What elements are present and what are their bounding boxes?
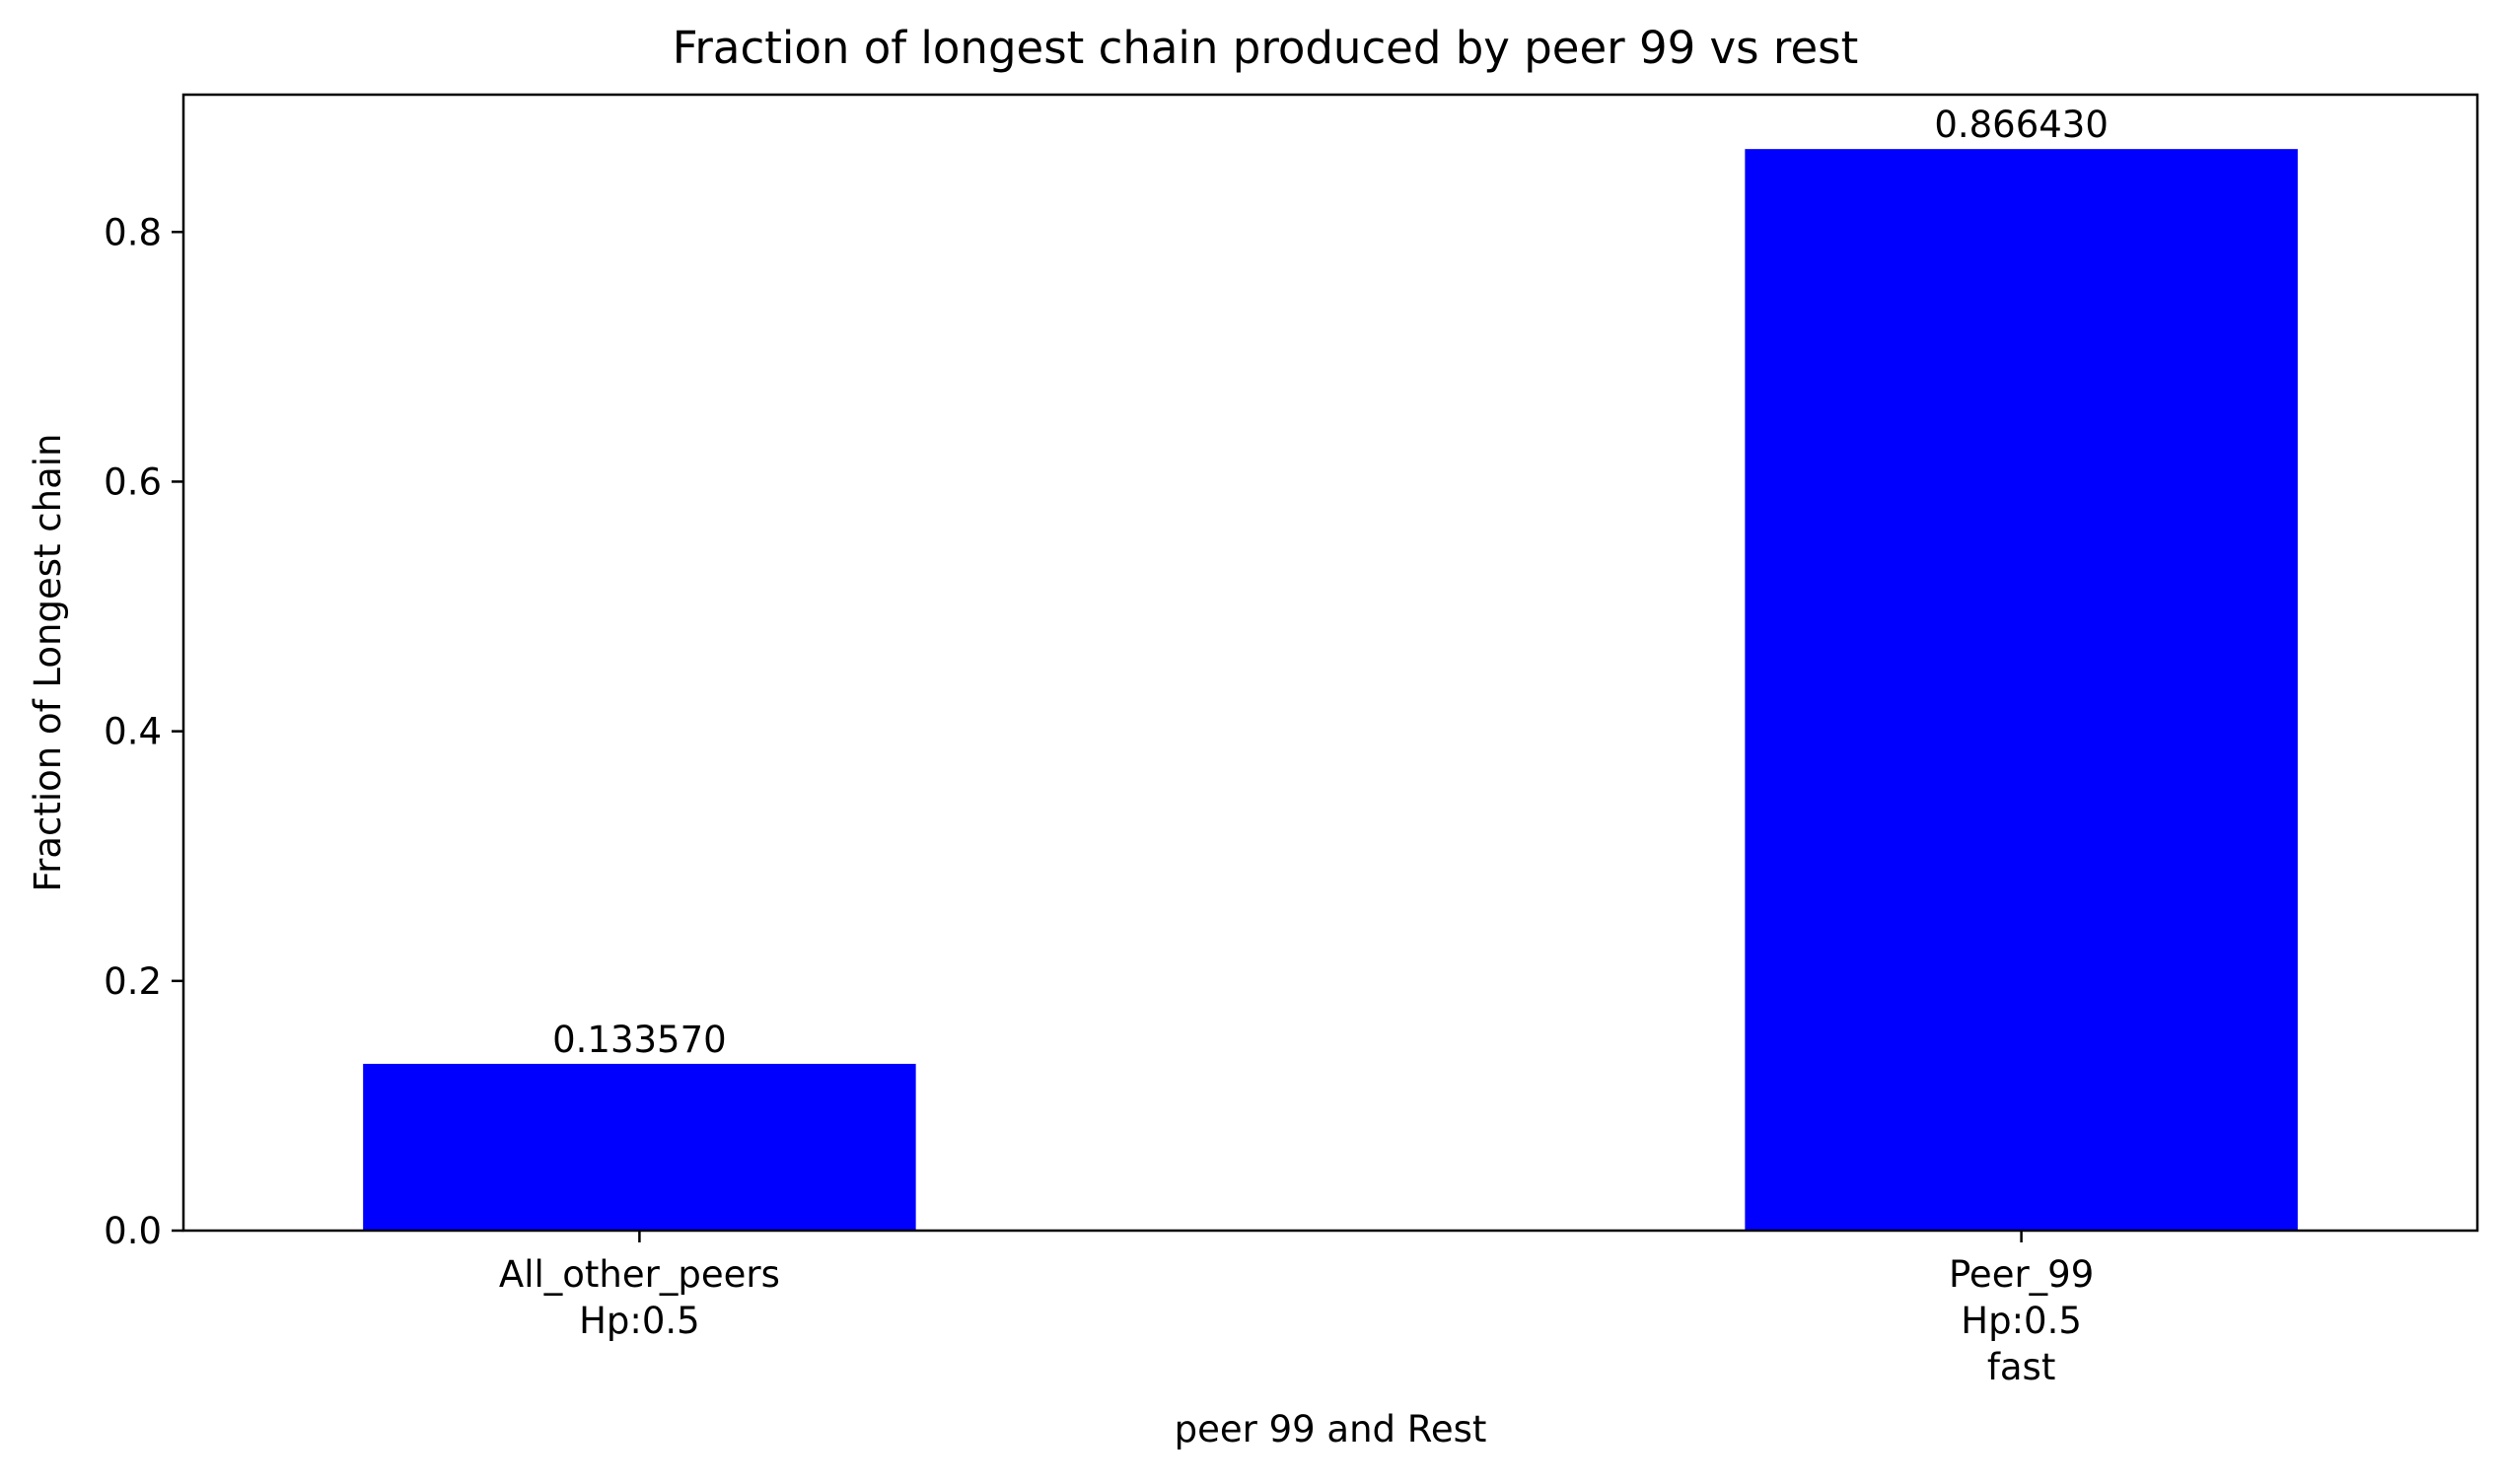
x-tick-label-line-1-2: fast bbox=[1987, 1346, 2055, 1388]
y-tick-label-0: 0.0 bbox=[104, 1210, 162, 1252]
x-tick-label-line-0-0: All_other_peers bbox=[499, 1253, 780, 1296]
y-axis-label: Fraction of Longest chain bbox=[27, 434, 69, 892]
x-tick-label-0: All_other_peers Hp:0.5 bbox=[499, 1253, 780, 1342]
plot-frame bbox=[181, 93, 2479, 1233]
chart-title: Fraction of longest chain produced by pe… bbox=[673, 22, 1858, 74]
y-axis: 0.0 0.2 0.4 0.6 0.8 bbox=[104, 211, 183, 1252]
y-tick-label-2: 0.4 bbox=[104, 711, 162, 753]
bar-0 bbox=[363, 1063, 916, 1231]
bar-value-label-1: 0.866430 bbox=[1934, 104, 2109, 146]
x-tick-label-line-1-1: Hp:0.5 bbox=[1961, 1300, 2082, 1342]
y-tick-label-3: 0.6 bbox=[104, 460, 162, 503]
x-axis-label: peer 99 and Rest bbox=[1175, 1408, 1487, 1450]
bar-1 bbox=[1745, 149, 2298, 1232]
x-tick-label-1: Peer_99 Hp:0.5 fast bbox=[1949, 1253, 2094, 1388]
x-tick-label-line-1-0: Peer_99 bbox=[1949, 1253, 2094, 1296]
bar-labels-layer: 0.133570 0.866430 bbox=[552, 104, 2109, 1061]
y-tick-label-1: 0.2 bbox=[104, 960, 162, 1003]
y-tick-label-4: 0.8 bbox=[104, 211, 162, 253]
bars-layer bbox=[363, 149, 2298, 1232]
bar-value-label-0: 0.133570 bbox=[552, 1019, 727, 1061]
x-tick-label-line-0-1: Hp:0.5 bbox=[579, 1300, 700, 1342]
